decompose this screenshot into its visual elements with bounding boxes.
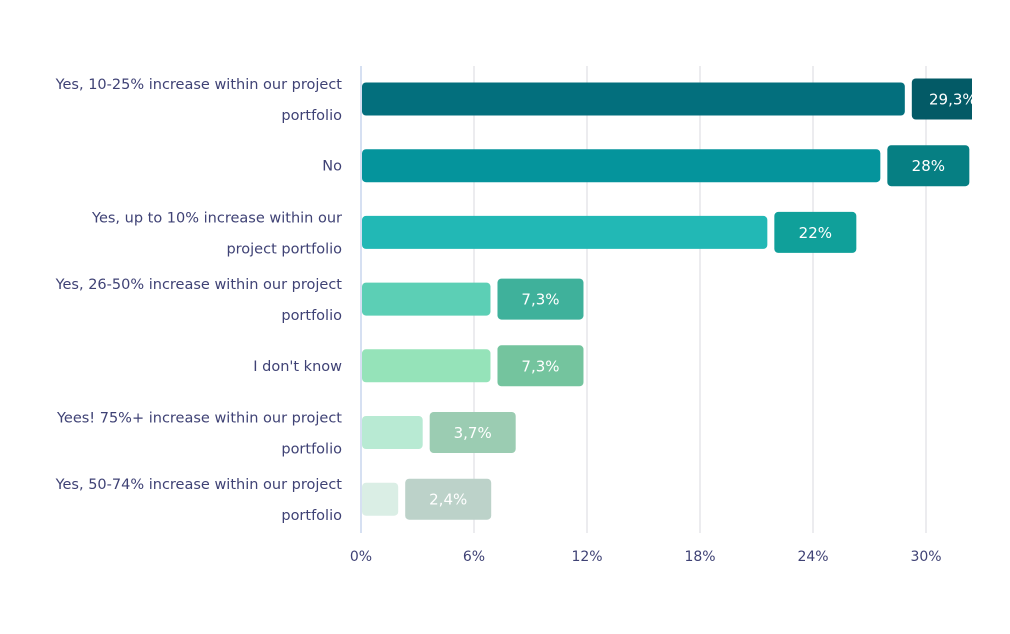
value-label-badge: 7,3% [497, 278, 584, 320]
x-tick-label: 12% [571, 549, 602, 565]
x-axis-ticks: 0% 6% 12% 18% 24% 30% [350, 549, 942, 565]
value-label-background [774, 211, 857, 253]
bar [362, 482, 399, 516]
category-label: I don't know [253, 359, 342, 375]
x-tick-label: 6% [463, 549, 485, 565]
category-label-line: No [322, 159, 342, 175]
x-tick-label: 0% [350, 549, 372, 565]
bar [362, 416, 423, 449]
value-label-badge: 28% [887, 145, 970, 187]
x-tick-label: 18% [684, 549, 715, 565]
bars: 29,3% 28% 22% 7,3% 7,3% 3,7% 2,4% [362, 78, 977, 520]
value-label-badge: 2,4% [405, 478, 492, 520]
bar [362, 149, 881, 183]
value-label-badge: 3,7% [429, 412, 516, 453]
value-label-background [405, 478, 492, 520]
value-label-background [887, 145, 970, 187]
value-label: 7,3% [521, 291, 559, 309]
value-label: 28% [912, 157, 945, 175]
category-label-line: Yes, 26-50% increase within our project [55, 277, 343, 293]
category-label: No [322, 159, 342, 175]
category-label: Yes, up to 10% increase within our projec… [91, 210, 342, 257]
category-label-line: Yes, 50-74% increase within our project [55, 477, 343, 493]
category-labels: Yes, 10-25% increase within our project p… [55, 77, 343, 524]
category-label-line: portfolio [281, 508, 342, 524]
value-label: 29,3% [929, 91, 977, 109]
category-label-line: I don't know [253, 359, 342, 375]
bar [362, 82, 905, 116]
gridlines [360, 66, 927, 533]
value-label-background [429, 412, 516, 453]
value-label: 3,7% [454, 424, 492, 442]
category-label: Yes, 50-74% increase within our project p… [55, 477, 343, 524]
value-label: 22% [799, 224, 832, 242]
bar [362, 349, 491, 383]
value-label: 7,3% [521, 357, 559, 375]
value-label-badge: 7,3% [497, 345, 584, 387]
category-label-line: project portfolio [226, 241, 342, 257]
bar [362, 282, 491, 316]
category-label-line: portfolio [281, 442, 342, 458]
category-label: Yes, 26-50% increase within our project p… [55, 277, 343, 324]
value-label-badge: 29,3% [911, 78, 977, 120]
x-tick-label: 30% [910, 549, 941, 565]
category-label: Yees! 75%+ increase within our project po… [56, 411, 342, 458]
category-label: Yes, 10-25% increase within our project p… [55, 77, 343, 124]
x-tick-label: 24% [797, 549, 828, 565]
value-label-badge: 22% [774, 211, 857, 253]
value-label-background [911, 78, 972, 120]
value-label-background [497, 345, 584, 387]
category-label-line: Yees! 75%+ increase within our project [56, 411, 342, 427]
value-label-background [497, 278, 584, 320]
category-label-line: Yes, up to 10% increase within our [91, 210, 342, 226]
category-label-line: portfolio [281, 308, 342, 324]
category-label-line: Yes, 10-25% increase within our project [55, 77, 343, 93]
value-label: 2,4% [429, 491, 467, 509]
bar [362, 215, 768, 249]
category-label-line: portfolio [281, 108, 342, 124]
